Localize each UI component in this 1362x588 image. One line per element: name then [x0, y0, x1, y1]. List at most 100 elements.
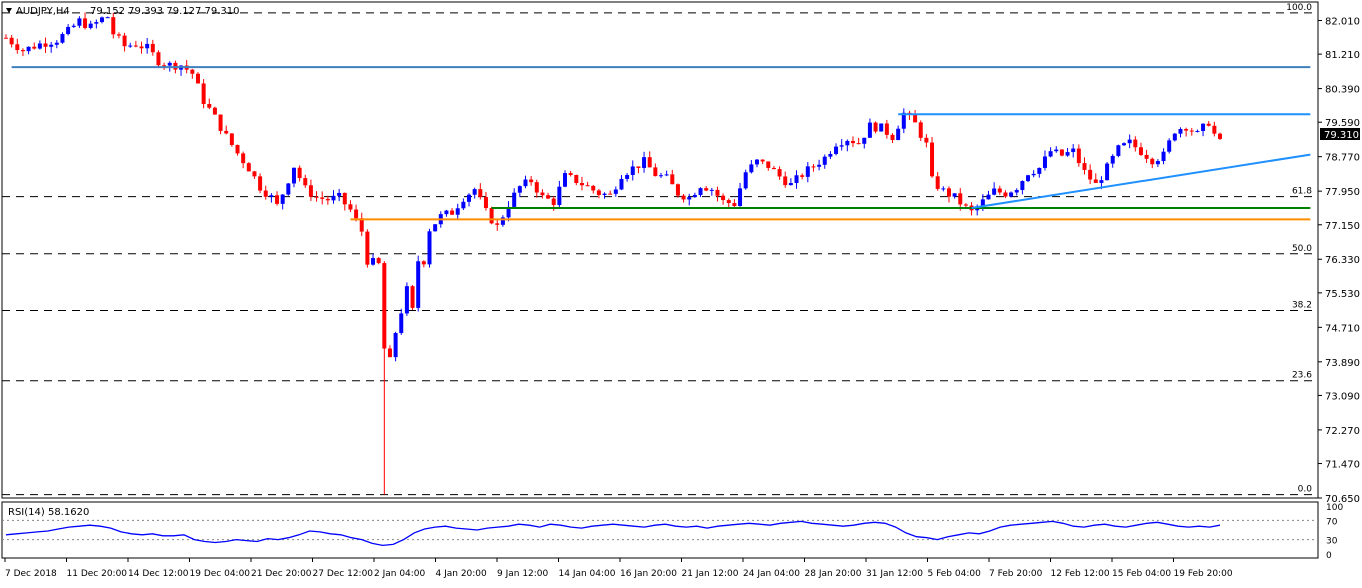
- candle-body: [873, 122, 878, 132]
- candle-body: [1031, 173, 1036, 176]
- candle-body: [980, 199, 985, 207]
- y-tick-label-12: 72.270: [1325, 426, 1360, 437]
- candle-body: [596, 190, 601, 196]
- candle-body: [308, 185, 313, 197]
- candle-body: [715, 189, 720, 196]
- candle-body: [1071, 148, 1076, 153]
- collapse-triangle-icon[interactable]: [6, 8, 12, 13]
- candle-body: [483, 197, 488, 209]
- candle-body: [867, 122, 872, 138]
- x-tick-label-10: 16 Jan 20:00: [620, 569, 677, 579]
- candle-body: [167, 62, 172, 66]
- candle-body: [150, 43, 155, 53]
- candle-body: [574, 174, 579, 184]
- candle-body: [636, 166, 641, 168]
- candle-body: [546, 195, 551, 199]
- candle-body: [77, 18, 82, 26]
- candle-body: [252, 171, 257, 177]
- candle-body: [365, 231, 370, 265]
- candle-body: [986, 194, 991, 200]
- candle-body: [54, 42, 59, 45]
- candle-body: [687, 197, 692, 200]
- rsi-tick-label-0: 100: [1326, 503, 1343, 513]
- candle-body: [704, 188, 709, 191]
- x-tick-label-14: 31 Jan 12:00: [866, 569, 923, 579]
- candle-body: [1218, 133, 1223, 139]
- x-tick-label-17: 12 Feb 12:00: [1051, 569, 1110, 579]
- candle-body: [952, 193, 957, 197]
- candle-body: [83, 18, 88, 28]
- candle-body: [941, 188, 946, 190]
- candle-body: [1122, 143, 1127, 146]
- candle-body: [1076, 148, 1081, 164]
- rsi-panel: 100 70 30 0: [2, 503, 1343, 561]
- candle-body: [771, 167, 776, 170]
- y-tick-label-10: 73.890: [1325, 358, 1360, 369]
- candle-body: [901, 112, 906, 129]
- candle-body: [777, 169, 782, 177]
- candle-body: [9, 37, 14, 45]
- candle-body: [269, 195, 274, 197]
- candle-body: [1172, 133, 1177, 141]
- candle-body: [387, 348, 392, 358]
- candle-body: [856, 143, 861, 145]
- candle-body: [275, 195, 280, 204]
- candle-body: [563, 173, 568, 187]
- candle-body: [754, 159, 759, 165]
- candle-body: [862, 137, 867, 144]
- candle-body: [1003, 192, 1008, 197]
- candle-body: [241, 153, 246, 164]
- candle-body: [1042, 156, 1047, 168]
- candle-body: [246, 163, 251, 172]
- candle-body: [811, 166, 816, 168]
- rsi-plot-frame: [1, 501, 1319, 559]
- candle-body: [1127, 139, 1132, 144]
- candle-body: [224, 130, 229, 134]
- candle-body: [992, 188, 997, 195]
- candle-body: [156, 52, 161, 66]
- candle-body: [455, 208, 460, 215]
- candle-body: [659, 175, 663, 177]
- candle-body: [664, 174, 669, 176]
- candle-body: [738, 188, 743, 207]
- candle-body: [229, 133, 234, 145]
- x-tick-label-5: 27 Dec 12:00: [313, 569, 374, 579]
- candle-body: [918, 122, 923, 138]
- candle-body: [478, 189, 483, 198]
- y-tick-label-3: 79.590: [1325, 118, 1360, 129]
- rsi-label: RSI(14) 58.1620: [8, 507, 89, 518]
- candle-body: [399, 313, 404, 333]
- y-tick-label-11: 73.090: [1325, 391, 1360, 402]
- fib-label-2: 50.0: [1292, 244, 1312, 254]
- candle-body: [642, 157, 647, 168]
- candle-body: [850, 140, 855, 144]
- y-tick-label-14: 70.650: [1325, 494, 1360, 505]
- candle-body: [195, 73, 200, 84]
- main-plot-frame: [1, 1, 1319, 499]
- x-tick-label-19: 19 Feb 20:00: [1174, 569, 1233, 579]
- current-price-marker: [1320, 127, 1360, 140]
- candle-body: [630, 166, 635, 175]
- x-tick-label-2: 14 Dec 12:00: [128, 569, 189, 579]
- candle-body: [579, 183, 584, 186]
- candle-body: [822, 156, 827, 165]
- candle-body: [523, 179, 528, 187]
- rsi-tick-label-1: 70: [1326, 517, 1338, 527]
- candle-body: [4, 37, 8, 39]
- candle-body: [1110, 155, 1115, 164]
- candle-body: [732, 203, 737, 207]
- candle-body: [670, 174, 675, 185]
- candle-body: [32, 46, 37, 49]
- candle-body: [834, 146, 839, 154]
- x-tick-label-13: 28 Jan 20:00: [805, 569, 862, 579]
- candle-body: [845, 140, 850, 146]
- candle-body: [884, 123, 889, 135]
- candle-body: [681, 195, 686, 200]
- candle-body: [805, 166, 810, 177]
- candle-body: [675, 184, 680, 196]
- candle-body: [444, 210, 449, 215]
- candle-body: [800, 175, 805, 177]
- y-tick-label-2: 80.390: [1325, 85, 1360, 96]
- candle-body: [534, 182, 539, 193]
- candle-body: [1155, 161, 1160, 165]
